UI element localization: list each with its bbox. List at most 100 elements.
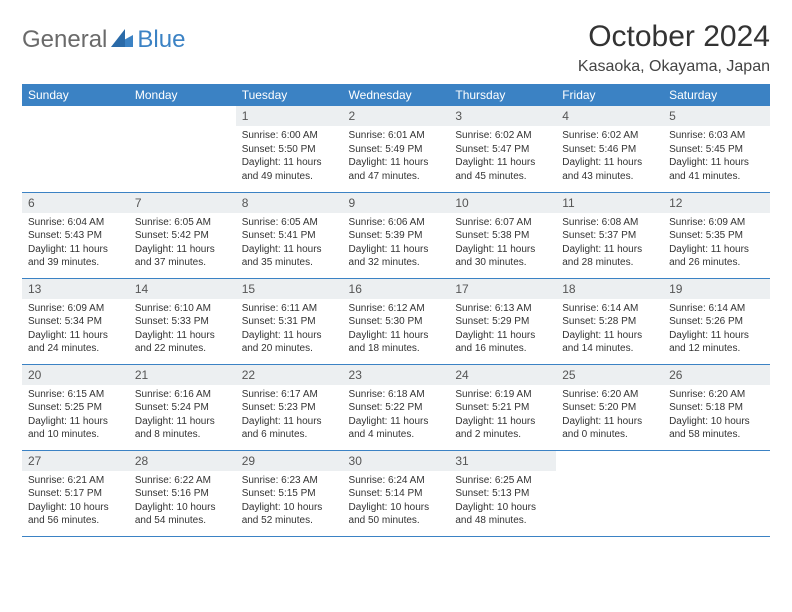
d1-text: Daylight: 10 hours	[28, 501, 123, 515]
calendar-week-row: 27Sunrise: 6:21 AMSunset: 5:17 PMDayligh…	[22, 450, 770, 536]
sunrise-text: Sunrise: 6:10 AM	[135, 302, 230, 316]
d2-text: and 30 minutes.	[455, 256, 550, 270]
d1-text: Daylight: 11 hours	[669, 329, 764, 343]
cell-body: Sunrise: 6:06 AMSunset: 5:39 PMDaylight:…	[343, 213, 450, 274]
d1-text: Daylight: 11 hours	[135, 243, 230, 257]
day-number: 30	[343, 451, 450, 471]
sunset-text: Sunset: 5:26 PM	[669, 315, 764, 329]
d2-text: and 41 minutes.	[669, 170, 764, 184]
sunrise-text: Sunrise: 6:24 AM	[349, 474, 444, 488]
sunset-text: Sunset: 5:42 PM	[135, 229, 230, 243]
sunrise-text: Sunrise: 6:21 AM	[28, 474, 123, 488]
d1-text: Daylight: 11 hours	[349, 415, 444, 429]
sunrise-text: Sunrise: 6:23 AM	[242, 474, 337, 488]
d1-text: Daylight: 11 hours	[455, 156, 550, 170]
sunrise-text: Sunrise: 6:18 AM	[349, 388, 444, 402]
calendar-cell: 26Sunrise: 6:20 AMSunset: 5:18 PMDayligh…	[663, 364, 770, 450]
d2-text: and 48 minutes.	[455, 514, 550, 528]
d2-text: and 18 minutes.	[349, 342, 444, 356]
d2-text: and 6 minutes.	[242, 428, 337, 442]
d1-text: Daylight: 11 hours	[28, 329, 123, 343]
calendar-cell: 18Sunrise: 6:14 AMSunset: 5:28 PMDayligh…	[556, 278, 663, 364]
weekday-header: Sunday	[22, 84, 129, 106]
logo: General Blue	[22, 26, 185, 54]
day-number: 20	[22, 365, 129, 385]
day-number: 27	[22, 451, 129, 471]
cell-body: Sunrise: 6:20 AMSunset: 5:18 PMDaylight:…	[663, 385, 770, 446]
sunrise-text: Sunrise: 6:14 AM	[669, 302, 764, 316]
d1-text: Daylight: 10 hours	[349, 501, 444, 515]
d2-text: and 52 minutes.	[242, 514, 337, 528]
cell-body: Sunrise: 6:05 AMSunset: 5:41 PMDaylight:…	[236, 213, 343, 274]
d2-text: and 32 minutes.	[349, 256, 444, 270]
sunrise-text: Sunrise: 6:00 AM	[242, 129, 337, 143]
calendar-cell: 21Sunrise: 6:16 AMSunset: 5:24 PMDayligh…	[129, 364, 236, 450]
d2-text: and 8 minutes.	[135, 428, 230, 442]
day-number: 31	[449, 451, 556, 471]
calendar-cell: 25Sunrise: 6:20 AMSunset: 5:20 PMDayligh…	[556, 364, 663, 450]
d1-text: Daylight: 11 hours	[28, 243, 123, 257]
weekday-header: Saturday	[663, 84, 770, 106]
cell-body: Sunrise: 6:05 AMSunset: 5:42 PMDaylight:…	[129, 213, 236, 274]
calendar-cell: 14Sunrise: 6:10 AMSunset: 5:33 PMDayligh…	[129, 278, 236, 364]
day-number: 6	[22, 193, 129, 213]
calendar-week-row: 20 Sunrise: 6:15 AMSunset: 5:25 PM Dayligh…	[22, 364, 770, 450]
day-number: 21	[129, 365, 236, 385]
sunset-text: Sunset: 5:35 PM	[669, 229, 764, 243]
day-number: 15	[236, 279, 343, 299]
logo-text-general: General	[22, 26, 107, 54]
d2-text: and 16 minutes.	[455, 342, 550, 356]
sunrise-text: Sunrise: 6:06 AM	[349, 216, 444, 230]
d2-text: and 39 minutes.	[28, 256, 123, 270]
sunset-text: Sunset: 5:25 PM	[28, 401, 123, 415]
day-number: 10	[449, 193, 556, 213]
sunset-text: Sunset: 5:33 PM	[135, 315, 230, 329]
sunrise-text: Sunrise: 6:05 AM	[242, 216, 337, 230]
calendar-cell: 12Sunrise: 6:09 AMSunset: 5:35 PMDayligh…	[663, 192, 770, 278]
cell-body: Sunrise: 6:03 AMSunset: 5:45 PMDaylight:…	[663, 126, 770, 187]
d1-text: Daylight: 11 hours	[349, 243, 444, 257]
sunset-text: Sunset: 5:49 PM	[349, 143, 444, 157]
d2-text: and 35 minutes.	[242, 256, 337, 270]
sunset-text: Sunset: 5:46 PM	[562, 143, 657, 157]
logo-mark-icon	[111, 29, 133, 52]
sunset-text: Sunset: 5:30 PM	[349, 315, 444, 329]
calendar-cell: 17Sunrise: 6:13 AMSunset: 5:29 PMDayligh…	[449, 278, 556, 364]
d2-text: and 37 minutes.	[135, 256, 230, 270]
day-number: 1	[236, 106, 343, 126]
cell-body: Sunrise: 6:14 AMSunset: 5:26 PMDaylight:…	[663, 299, 770, 360]
sunrise-text: Sunrise: 6:02 AM	[562, 129, 657, 143]
sunrise-text: Sunrise: 6:12 AM	[349, 302, 444, 316]
cell-body: Sunrise: 6:13 AMSunset: 5:29 PMDaylight:…	[449, 299, 556, 360]
d1-text: Daylight: 11 hours	[349, 329, 444, 343]
sunset-text: Sunset: 5:17 PM	[28, 487, 123, 501]
d2-text: and 43 minutes.	[562, 170, 657, 184]
cell-body: Sunrise: 6:12 AMSunset: 5:30 PMDaylight:…	[343, 299, 450, 360]
day-number: 9	[343, 193, 450, 213]
calendar-cell: 16Sunrise: 6:12 AMSunset: 5:30 PMDayligh…	[343, 278, 450, 364]
d2-text: and 10 minutes.	[28, 428, 123, 442]
day-number: 4	[556, 106, 663, 126]
calendar-cell: 31Sunrise: 6:25 AMSunset: 5:13 PMDayligh…	[449, 450, 556, 536]
sunset-text: Sunset: 5:47 PM	[455, 143, 550, 157]
cell-body: Sunrise: 6:08 AMSunset: 5:37 PMDaylight:…	[556, 213, 663, 274]
calendar-cell: 4Sunrise: 6:02 AMSunset: 5:46 PMDaylight…	[556, 106, 663, 192]
day-number: 25	[556, 365, 663, 385]
day-number: 12	[663, 193, 770, 213]
calendar-table: Sunday Monday Tuesday Wednesday Thursday…	[22, 84, 770, 537]
calendar-cell: 8Sunrise: 6:05 AMSunset: 5:41 PMDaylight…	[236, 192, 343, 278]
cell-body: Sunrise: 6:21 AMSunset: 5:17 PMDaylight:…	[22, 471, 129, 532]
calendar-cell: 19Sunrise: 6:14 AMSunset: 5:26 PMDayligh…	[663, 278, 770, 364]
d1-text: Daylight: 11 hours	[455, 243, 550, 257]
sunrise-text: Sunrise: 6:20 AM	[669, 388, 764, 402]
calendar-cell	[129, 106, 236, 192]
sunset-text: Sunset: 5:15 PM	[242, 487, 337, 501]
d2-text: and 56 minutes.	[28, 514, 123, 528]
sunrise-text: Sunrise: 6:15 AM	[28, 388, 123, 402]
sunrise-text: Sunrise: 6:01 AM	[349, 129, 444, 143]
calendar-cell: 13Sunrise: 6:09 AMSunset: 5:34 PMDayligh…	[22, 278, 129, 364]
calendar-cell: 30Sunrise: 6:24 AMSunset: 5:14 PMDayligh…	[343, 450, 450, 536]
sunset-text: Sunset: 5:20 PM	[562, 401, 657, 415]
sunset-text: Sunset: 5:39 PM	[349, 229, 444, 243]
sunset-text: Sunset: 5:13 PM	[455, 487, 550, 501]
